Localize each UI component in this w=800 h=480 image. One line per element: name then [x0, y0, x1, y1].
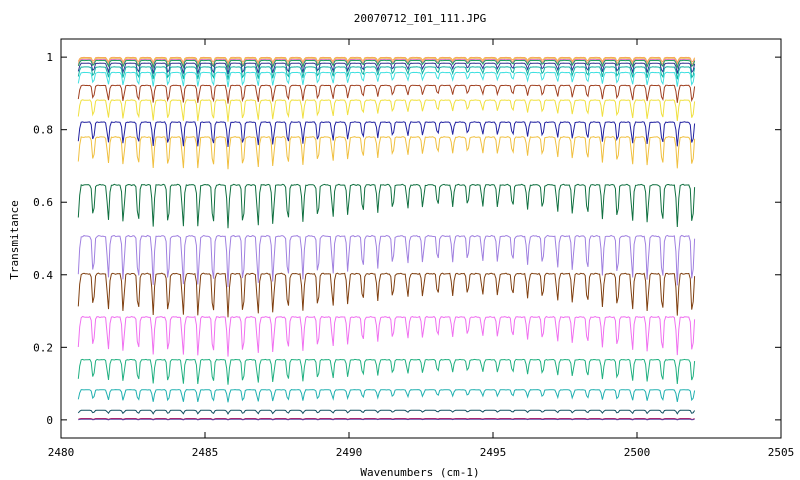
x-tick-label: 2495 [480, 446, 507, 459]
y-tick-label: 1 [46, 51, 53, 64]
x-tick-label: 2490 [336, 446, 363, 459]
series-line [77, 99, 696, 122]
chart-title: 20070712_I01_111.JPG [354, 12, 486, 25]
series-line [77, 409, 696, 415]
series-line [77, 121, 696, 148]
series-line [77, 71, 696, 88]
series-line [77, 84, 696, 104]
x-tick-label: 2505 [768, 446, 795, 459]
axis-ticks: 2480 2485 2490 2495 2500 2505 0 0.2 0.4 0.6 0.8 1 [33, 39, 794, 459]
y-tick-label: 0.6 [33, 196, 53, 209]
x-tick-label: 2500 [624, 446, 651, 459]
series-line [77, 66, 696, 80]
series-line [78, 418, 695, 421]
series-lines [77, 56, 696, 421]
y-tick-label: 0 [46, 414, 53, 427]
series-line [77, 59, 696, 70]
series-line [78, 418, 695, 421]
series-line [77, 234, 696, 288]
series-line [77, 358, 696, 385]
series-line [77, 272, 696, 318]
series-line [77, 315, 696, 357]
series-line [77, 136, 696, 170]
series-line [77, 183, 696, 229]
y-tick-label: 0.4 [33, 269, 53, 282]
x-axis-label: Wavenumbers (cm-1) [360, 466, 479, 479]
series-line [77, 62, 696, 75]
x-tick-label: 2485 [192, 446, 219, 459]
y-tick-label: 0.2 [33, 341, 53, 354]
y-axis-label: Transmitance [8, 200, 21, 279]
y-tick-label: 0.8 [33, 124, 53, 137]
series-line [77, 389, 696, 403]
x-tick-label: 2480 [48, 446, 75, 459]
plot-frame [60, 38, 782, 439]
